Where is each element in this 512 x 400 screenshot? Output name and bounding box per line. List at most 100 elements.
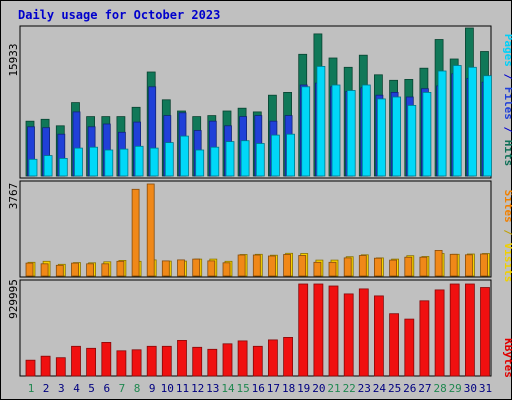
panel-frame-sites-visits — [19, 180, 492, 278]
x-tick-label-day-27: 27 — [418, 382, 431, 395]
bar-sites-day-3 — [55, 264, 64, 277]
bar-kbytes-day-19 — [298, 283, 309, 377]
x-tick-label-day-19: 19 — [297, 382, 310, 395]
bar-sites-day-29 — [449, 253, 458, 277]
x-tick-label-day-22: 22 — [343, 382, 356, 395]
bar-pages-day-23 — [361, 84, 371, 177]
bar-pages-day-26 — [407, 105, 417, 177]
bar-sites-day-10 — [161, 260, 170, 277]
bar-kbytes-day-3 — [55, 357, 66, 377]
bar-sites-day-26 — [404, 256, 413, 277]
bar-sites-day-22 — [343, 257, 352, 277]
bar-pages-day-12 — [195, 149, 205, 177]
x-tick-label-day-13: 13 — [206, 382, 219, 395]
bar-kbytes-day-8 — [131, 349, 142, 377]
x-tick-label-day-7: 7 — [119, 382, 126, 395]
bar-sites-day-9 — [146, 183, 155, 277]
bar-kbytes-day-20 — [313, 283, 324, 377]
bar-pages-day-13 — [210, 146, 220, 177]
bar-sites-day-31 — [480, 253, 488, 277]
bar-sites-day-30 — [464, 254, 473, 277]
bar-kbytes-day-10 — [161, 345, 172, 377]
bar-sites-day-19 — [298, 255, 307, 277]
bar-sites-day-5 — [86, 263, 94, 277]
bar-kbytes-day-30 — [464, 283, 475, 377]
x-tick-label-day-28: 28 — [433, 382, 446, 395]
bar-pages-day-20 — [316, 66, 326, 177]
bar-kbytes-day-26 — [404, 318, 415, 377]
bar-pages-day-7 — [119, 148, 129, 177]
bar-pages-day-11 — [180, 135, 189, 177]
ymax-label-kbytes: 929995 — [7, 279, 20, 319]
x-tick-label-day-31: 31 — [479, 382, 492, 395]
x-tick-label-day-12: 12 — [191, 382, 204, 395]
bar-sites-day-12 — [192, 258, 201, 277]
bar-pages-day-4 — [74, 147, 83, 177]
x-tick-label-day-16: 16 — [252, 382, 265, 395]
x-axis-labels: 1 2 3 4 5 6 7 8 9 10 11 12 13 14 15 16 17 18 19 20 21 22 23 24 2… — [28, 382, 492, 395]
x-tick-label-day-4: 4 — [73, 382, 80, 395]
bar-sites-day-21 — [328, 261, 337, 277]
bar-pages-day-3 — [58, 157, 68, 177]
bar-pages-day-9 — [149, 147, 159, 177]
bar-pages-day-15 — [240, 140, 250, 177]
ymax-label-pages-files-hits: 15933 — [7, 43, 20, 76]
legend-kbytes: KBytes — [502, 338, 512, 378]
bar-pages-day-8 — [134, 145, 144, 177]
bar-pages-day-30 — [467, 66, 477, 177]
bar-sites-day-20 — [313, 261, 322, 277]
bar-pages-day-17 — [270, 134, 280, 177]
bar-sites-day-6 — [101, 263, 110, 277]
bar-pages-day-5 — [89, 146, 98, 177]
x-tick-label-day-26: 26 — [403, 382, 416, 395]
bar-sites-day-13 — [207, 260, 216, 277]
bar-kbytes-day-5 — [86, 347, 96, 377]
ymax-label-sites-visits: 3767 — [7, 183, 20, 210]
bar-pages-day-21 — [331, 84, 341, 177]
bar-kbytes-day-7 — [116, 350, 127, 377]
x-tick-label-day-17: 17 — [267, 382, 280, 395]
x-tick-label-day-6: 6 — [103, 382, 110, 395]
x-tick-label-day-21: 21 — [327, 382, 340, 395]
bar-layer — [25, 27, 492, 377]
bar-kbytes-day-16 — [252, 345, 263, 377]
bar-kbytes-day-25 — [389, 313, 400, 377]
bar-kbytes-day-2 — [40, 355, 51, 377]
x-tick-label-day-25: 25 — [388, 382, 401, 395]
bar-kbytes-day-29 — [449, 283, 460, 377]
bar-pages-day-1 — [28, 158, 38, 177]
bar-kbytes-day-14 — [222, 343, 233, 377]
bar-kbytes-day-11 — [177, 339, 187, 377]
x-tick-label-day-29: 29 — [449, 382, 462, 395]
x-tick-label-day-1: 1 — [28, 382, 35, 395]
bar-kbytes-day-13 — [207, 348, 218, 377]
bar-sites-day-25 — [389, 259, 398, 277]
bar-kbytes-day-22 — [343, 293, 354, 377]
bar-kbytes-day-18 — [283, 336, 294, 377]
bar-kbytes-day-24 — [373, 295, 384, 377]
x-tick-label-day-10: 10 — [161, 382, 174, 395]
bar-kbytes-day-1 — [25, 359, 36, 377]
bar-pages-day-19 — [301, 86, 311, 177]
bar-sites-day-14 — [222, 262, 231, 277]
bar-kbytes-day-23 — [358, 288, 369, 377]
bar-kbytes-day-15 — [237, 340, 248, 377]
x-tick-label-day-14: 14 — [221, 382, 235, 395]
bar-sites-day-11 — [177, 259, 185, 277]
bar-pages-day-29 — [452, 65, 462, 177]
x-tick-label-day-9: 9 — [149, 382, 156, 395]
bar-pages-day-18 — [286, 133, 296, 177]
x-tick-label-day-5: 5 — [88, 382, 95, 395]
legend-pages-files-hits: Pages / Files / Hits — [502, 34, 512, 167]
x-tick-label-day-15: 15 — [236, 382, 249, 395]
bar-sites-day-24 — [373, 257, 382, 277]
bar-kbytes-day-28 — [434, 289, 445, 377]
bar-kbytes-day-4 — [71, 345, 81, 377]
bar-pages-day-31 — [483, 75, 492, 177]
bar-pages-day-14 — [225, 141, 235, 177]
bar-pages-day-10 — [164, 142, 174, 177]
bar-pages-day-28 — [437, 70, 447, 177]
bar-pages-day-24 — [376, 98, 386, 177]
bar-pages-day-22 — [346, 90, 356, 177]
